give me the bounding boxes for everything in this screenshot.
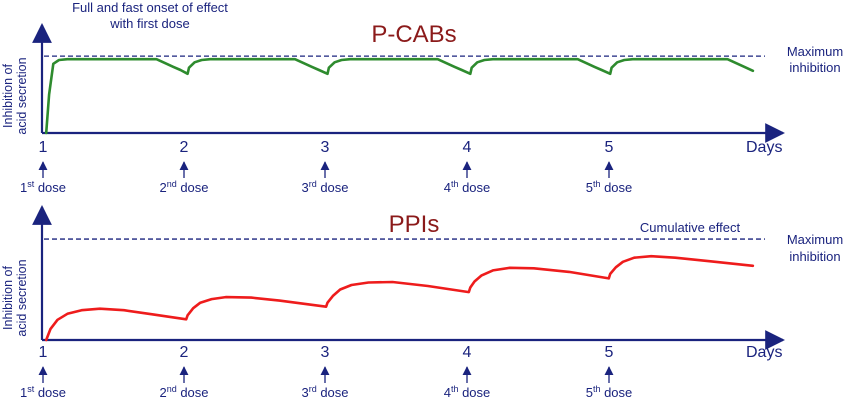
chart-panel-pcabs: Inhibition ofacid secretion P-CABs Maximum… [1, 0, 843, 195]
x-axis-title: Days [746, 139, 782, 156]
dose-label: 5th dose [586, 384, 633, 400]
y-axis-label: Inhibition ofacid secretion [1, 57, 29, 134]
dose-label: 1st dose [20, 179, 66, 195]
chart-title: P-CABs [371, 21, 456, 48]
dose-label: 4th dose [444, 384, 491, 400]
chart-annotation: Cumulative effect [640, 220, 741, 235]
dose-label: 1st dose [20, 384, 66, 400]
series-line-0 [44, 254, 755, 342]
chart-annotation: with first dose [109, 16, 189, 31]
x-tick-label: 3 [321, 344, 330, 361]
dose-label: 4th dose [444, 179, 491, 195]
x-axis-title: Days [746, 344, 782, 361]
reference-line-label: inhibition [789, 249, 840, 264]
chart-title: PPIs [389, 211, 440, 238]
x-tick-label: 1 [39, 139, 48, 156]
dose-label: 2nd dose [159, 179, 208, 195]
reference-line-label: Maximum [787, 232, 843, 247]
series-line-0 [44, 57, 755, 135]
x-tick-label: 5 [605, 139, 614, 156]
dose-label: 3rd dose [301, 179, 348, 195]
chart-panel-ppis: Inhibition ofacid secretion PPIs Maximum in… [1, 205, 843, 400]
dose-label: 2nd dose [159, 384, 208, 400]
dose-label: 5th dose [586, 179, 633, 195]
dose-label: 3rd dose [301, 384, 348, 400]
x-tick-label: 4 [463, 139, 472, 156]
x-tick-label: 2 [180, 344, 189, 361]
x-tick-label: 1 [39, 344, 48, 361]
x-tick-label: 2 [180, 139, 189, 156]
reference-line-label: inhibition [789, 60, 840, 75]
x-tick-label: 5 [605, 344, 614, 361]
chart-annotation: Full and fast onset of effect [72, 0, 228, 15]
x-tick-label: 3 [321, 139, 330, 156]
x-tick-label: 4 [463, 344, 472, 361]
y-axis-label: Inhibition ofacid secretion [1, 259, 29, 336]
reference-line-label: Maximum [787, 44, 843, 59]
